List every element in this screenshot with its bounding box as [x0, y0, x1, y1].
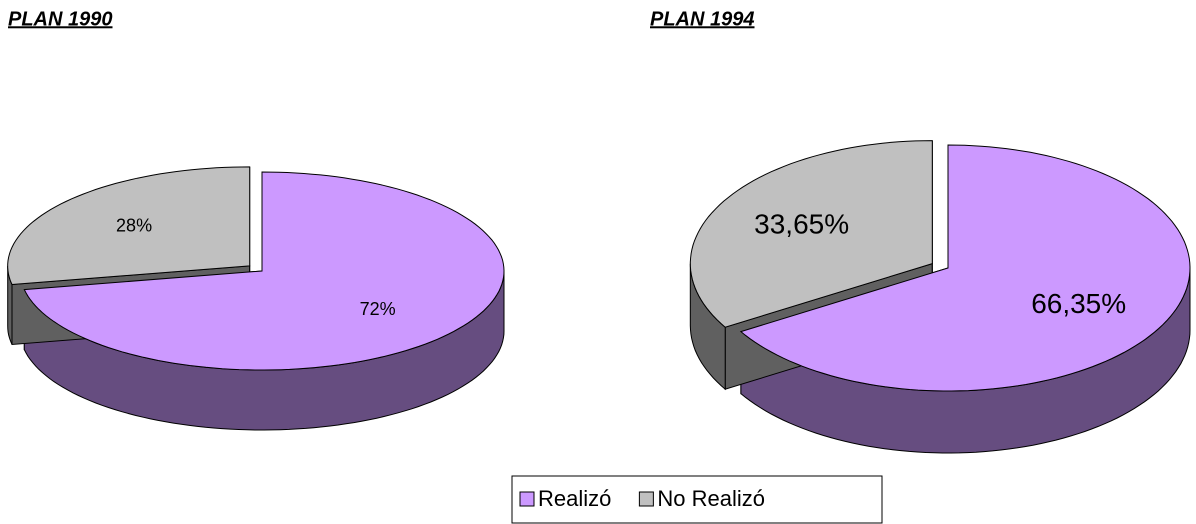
slice	[689, 140, 933, 328]
legend-swatch	[519, 491, 535, 507]
data-label: 28%	[116, 216, 152, 236]
data-label: 72%	[360, 299, 396, 319]
data-label: 66,35%	[1031, 288, 1126, 319]
data-label: 33,65%	[754, 208, 849, 239]
chart-title: PLAN 1990	[8, 8, 113, 30]
legend-label: No Realizó	[657, 486, 765, 511]
slice	[7, 166, 251, 286]
chart-title: PLAN 1994	[650, 8, 755, 30]
slice	[739, 144, 1191, 392]
legend-box	[511, 475, 883, 524]
legend-label: Realizó	[538, 486, 611, 511]
legend-swatch	[638, 491, 654, 507]
slice	[23, 171, 505, 371]
